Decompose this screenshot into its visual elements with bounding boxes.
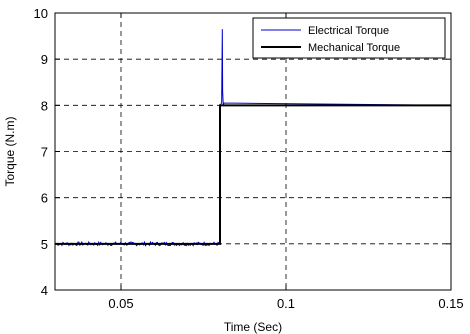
series-line-mechanical-torque [55,104,451,245]
y-axis-label: Torque (N.m) [3,116,17,186]
y-tick-label: 4 [41,283,48,298]
y-tick-label: 8 [41,98,48,113]
tick-labels: 0.05 0.1 0.15 4 5 6 7 8 9 10 [34,6,464,311]
axis-ticks [55,12,452,291]
x-tick-label: 0.05 [108,296,133,311]
y-tick-label: 9 [41,52,48,67]
y-tick-label: 5 [41,237,48,252]
x-tick-label: 0.1 [277,296,295,311]
y-tick-label: 6 [41,191,48,206]
legend-label-electrical-torque: Electrical Torque [308,25,389,37]
legend-box [252,17,446,59]
series-layer [54,29,452,247]
series-line-electrical-torque [54,29,452,247]
legend: Electrical Torque Mechanical Torque [252,17,446,59]
x-axis-label: Time (Sec) [224,320,282,334]
legend-label-mechanical-torque: Mechanical Torque [308,42,400,54]
x-tick-label: 0.15 [438,296,463,311]
y-tick-label: 10 [34,6,48,21]
y-tick-label: 7 [41,145,48,160]
